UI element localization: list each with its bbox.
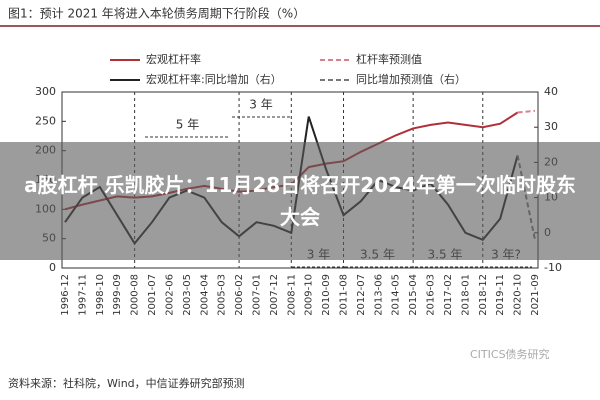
x-tick-label: 1998-10 [95,274,106,316]
y-tick-label: 250 [35,114,56,127]
x-tick-label: 2004-04 [199,274,210,316]
x-tick-label: 2011-08 [339,274,350,316]
x-tick-label: 2020-10 [513,274,524,316]
legend-label: 杠杆率预测值 [356,52,422,66]
x-tick-label: 2012-07 [356,274,367,316]
x-tick-label: 2001-07 [147,274,158,316]
annotation: 5 年 [176,118,199,132]
source: 资料来源：社科院，Wind，中信证券研究部预测 [8,376,245,390]
x-tick-label: 2016-03 [426,274,437,316]
x-tick-label: 2018-01 [460,274,471,316]
x-tick-label: 1999-09 [112,274,123,316]
x-tick-label: 2009-10 [304,274,315,316]
x-tick-label: 2006-02 [234,274,245,316]
x-tick-label: 2002-06 [164,274,175,316]
y2-tick-label: 40 [544,85,558,98]
y2-tick-label: -10 [544,261,562,274]
x-tick-label: 1996-12 [60,274,71,316]
annotation: 3 年 [249,98,272,112]
x-tick-label: 2005-03 [217,274,228,316]
legend-label: 宏观杠杆率:同比增加（右） [146,72,282,86]
x-tick-label: 2013-06 [373,274,384,316]
x-tick-label: 1997-11 [77,274,88,316]
x-tick-label: 2014-05 [391,274,402,316]
x-tick-label: 2010-09 [321,274,332,316]
y-tick-label: 300 [35,85,56,98]
x-tick-label: 2007-01 [251,274,262,316]
legend-label: 宏观杠杆率 [146,52,201,66]
x-tick-label: 2008-11 [286,274,297,316]
x-tick-label: 2000-08 [130,274,141,316]
x-tick-label: 2018-12 [478,274,489,316]
banner-text: a股杠杆 乐凯胶片：11月28日将召开2024年第一次临时股东大会 [24,173,576,229]
x-tick-label: 2007-12 [269,274,280,316]
x-tick-label: 2019-11 [495,274,506,316]
series-line [517,109,536,114]
x-tick-label: 2015-04 [408,274,419,316]
y2-tick-label: 30 [544,120,558,133]
watermark: CITICS债务研究 [470,347,550,361]
y-tick-label: 0 [49,261,56,274]
x-tick-label: 2021-09 [530,274,541,316]
legend-label: 同比增加预测值（右） [356,72,466,86]
banner: a股杠杆 乐凯胶片：11月28日将召开2024年第一次临时股东大会 [0,142,600,260]
x-tick-label: 2017-02 [443,274,454,316]
chart-title: 图1：预计 2021 年将进入本轮债务周期下行阶段（%） [8,6,305,21]
x-tick-label: 2003-05 [182,274,193,316]
